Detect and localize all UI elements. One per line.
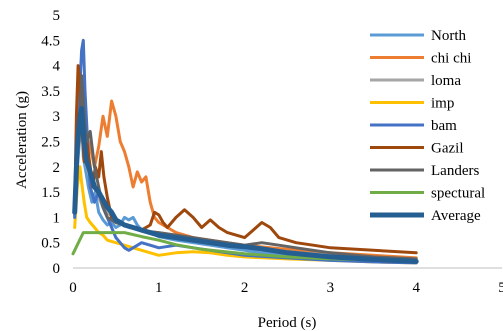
y-tick-label: 2 <box>53 160 61 176</box>
x-tick-label: 2 <box>241 280 249 296</box>
y-tick-label: 4.5 <box>41 33 60 49</box>
legend-label: loma <box>431 73 461 89</box>
y-tick-label: 4 <box>53 59 61 75</box>
y-axis-ticks: 0 0.5 1 1.5 2 2.5 3 3.5 4 4.5 5 <box>41 8 60 277</box>
x-axis-ticks: 0 1 2 3 4 5 <box>69 280 503 296</box>
x-tick-label: 3 <box>327 280 335 296</box>
series-line-north <box>73 114 418 264</box>
series-layer <box>71 38 419 265</box>
legend-label: imp <box>431 96 454 112</box>
x-tick-label: 5 <box>498 280 503 296</box>
legend-label: North <box>431 28 466 44</box>
legend-label: Gazil <box>431 141 463 157</box>
y-tick-label: 1.5 <box>41 185 60 201</box>
x-axis-title: Period (s) <box>258 315 317 331</box>
series-line-imp <box>73 165 418 265</box>
legend-label: Average <box>431 208 481 224</box>
y-axis-title: Acceleration (g) <box>14 91 30 189</box>
y-tick-label: 5 <box>53 8 61 24</box>
x-tick-label: 1 <box>155 280 163 296</box>
x-tick-label: 4 <box>412 280 420 296</box>
y-tick-label: 0 <box>53 261 61 277</box>
y-tick-label: 2.5 <box>41 135 60 151</box>
legend-label: Landers <box>431 163 479 179</box>
y-tick-label: 0.5 <box>41 236 60 252</box>
legend-label: bam <box>431 118 457 134</box>
legend: North chi chi loma imp bam Gazil Landers spectu… <box>370 28 485 224</box>
series-line-average <box>72 106 419 264</box>
y-tick-label: 1 <box>53 210 61 226</box>
y-tick-label: 3 <box>53 109 61 125</box>
legend-label: spectural <box>431 186 485 202</box>
y-tick-label: 3.5 <box>41 84 60 100</box>
legend-label: chi chi <box>431 51 471 67</box>
x-tick-label: 0 <box>69 280 77 296</box>
